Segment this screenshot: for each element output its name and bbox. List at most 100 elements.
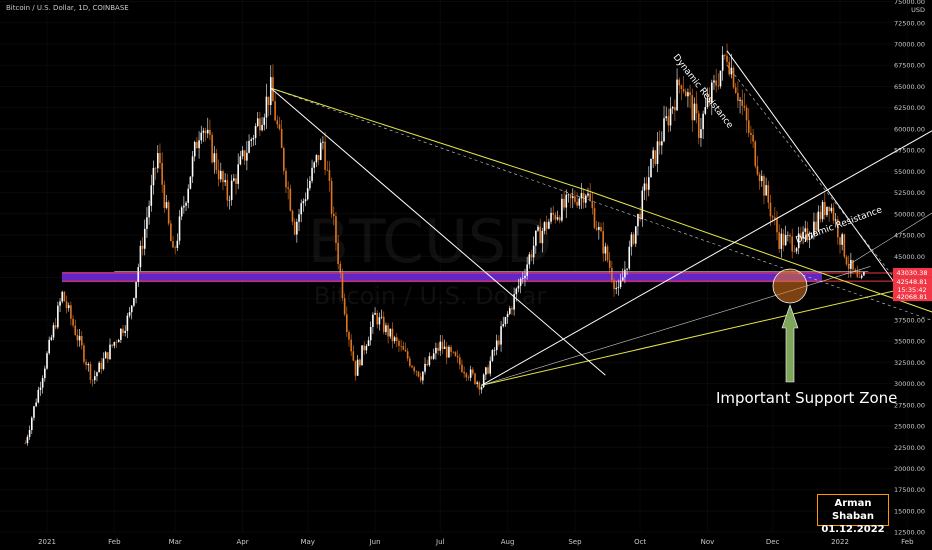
candle-body: [341, 272, 344, 299]
candle-body: [530, 254, 533, 258]
candle-body: [304, 199, 307, 202]
candle-body: [283, 148, 285, 171]
candle-body: [713, 80, 715, 83]
candle-body: [170, 223, 172, 242]
candle-body: [50, 337, 53, 340]
candle-body: [61, 291, 64, 302]
candle-body: [87, 364, 90, 366]
price-label: 43030.38: [896, 269, 927, 277]
candle-body: [565, 194, 568, 208]
dynamic-resistance-dash: [726, 65, 899, 284]
candle-body: [472, 369, 474, 374]
candle-body: [428, 356, 431, 366]
candle-body: [728, 61, 730, 75]
watermark-main: BTCUSD: [308, 207, 552, 277]
candle-body: [96, 372, 98, 377]
candle-body: [167, 202, 170, 224]
candle-body: [747, 120, 750, 133]
candle-body: [513, 294, 515, 310]
candle-body: [632, 234, 635, 244]
candle-body: [480, 387, 483, 390]
candle-body: [743, 105, 746, 108]
candle-body: [152, 167, 155, 186]
candle-body: [215, 153, 218, 171]
candle-body: [319, 142, 322, 160]
candle-body: [741, 99, 744, 106]
candle-body: [858, 276, 861, 278]
candle-body: [85, 361, 87, 366]
candle-body: [804, 228, 807, 232]
price-label: 42548.81: [896, 278, 927, 286]
candle-body: [111, 344, 113, 346]
candle-body: [176, 240, 179, 248]
candle-body: [37, 389, 40, 403]
y-tick-label: 62500.00: [894, 104, 925, 112]
candle-body: [163, 184, 166, 208]
candle-body: [26, 436, 29, 444]
candle-body: [41, 378, 44, 388]
markers: [772, 268, 808, 383]
candle-body: [419, 376, 422, 381]
candle-body: [46, 353, 48, 369]
candle-body: [756, 166, 759, 175]
candle-body: [285, 170, 287, 188]
candle-body: [230, 180, 233, 200]
candle-body: [354, 360, 357, 376]
x-axis: 2021 Feb Mar Apr May Jun Jul Aug Sep Oct Nov Dec 202…: [38, 538, 914, 546]
white-descending-line: [270, 87, 606, 376]
y-tick-label: 30000.00: [894, 380, 925, 388]
candle-body: [311, 167, 313, 181]
candle-body: [159, 153, 161, 164]
candle-body: [689, 92, 691, 96]
dashed-line: [270, 87, 932, 321]
candle-body: [810, 235, 813, 239]
candle-body: [430, 356, 433, 359]
candle-body: [89, 364, 92, 380]
candle-body: [389, 328, 392, 337]
candle-body: [324, 141, 326, 170]
candle-body: [485, 367, 487, 375]
candle-body: [148, 205, 150, 218]
candle-body: [330, 181, 333, 214]
candle-body: [652, 150, 654, 159]
candle-body: [667, 116, 670, 126]
candle-body: [337, 242, 339, 265]
candle-body: [65, 301, 68, 309]
candle-body: [700, 129, 702, 138]
candle-body: [437, 347, 439, 351]
candle-body: [432, 353, 435, 359]
candle-body: [33, 406, 35, 418]
candle-body: [556, 217, 559, 220]
candle-body: [300, 203, 302, 215]
candle-body: [669, 108, 672, 126]
candle-body: [404, 349, 407, 352]
candle-body: [821, 201, 824, 220]
y-tick-label: 20000.00: [894, 465, 925, 473]
candle-body: [398, 340, 400, 346]
y-tick-label: 25000.00: [894, 423, 925, 431]
candle-body: [113, 342, 116, 346]
x-tick-label: 2022: [831, 538, 849, 546]
candle-body: [93, 376, 96, 381]
candle-body: [721, 54, 724, 71]
yellow-lower-line: [481, 282, 928, 386]
candle-body: [561, 198, 563, 221]
candle-body: [576, 201, 578, 206]
candle-body: [226, 180, 229, 201]
candle-body: [611, 267, 613, 281]
candle-body: [578, 198, 581, 206]
candle-body: [595, 227, 598, 230]
candle-body: [797, 233, 800, 249]
candle-body: [220, 171, 222, 180]
x-tick-label: Jul: [435, 538, 445, 546]
candle-body: [413, 367, 415, 372]
candle-body: [478, 382, 481, 390]
candle-body: [450, 346, 452, 352]
candle-body: [552, 212, 555, 215]
candle-body: [241, 150, 244, 157]
candle-body: [28, 430, 31, 437]
candle-body: [154, 167, 157, 169]
trendlines: [114, 50, 932, 386]
candle-body: [554, 214, 557, 220]
candle-body: [346, 314, 348, 332]
